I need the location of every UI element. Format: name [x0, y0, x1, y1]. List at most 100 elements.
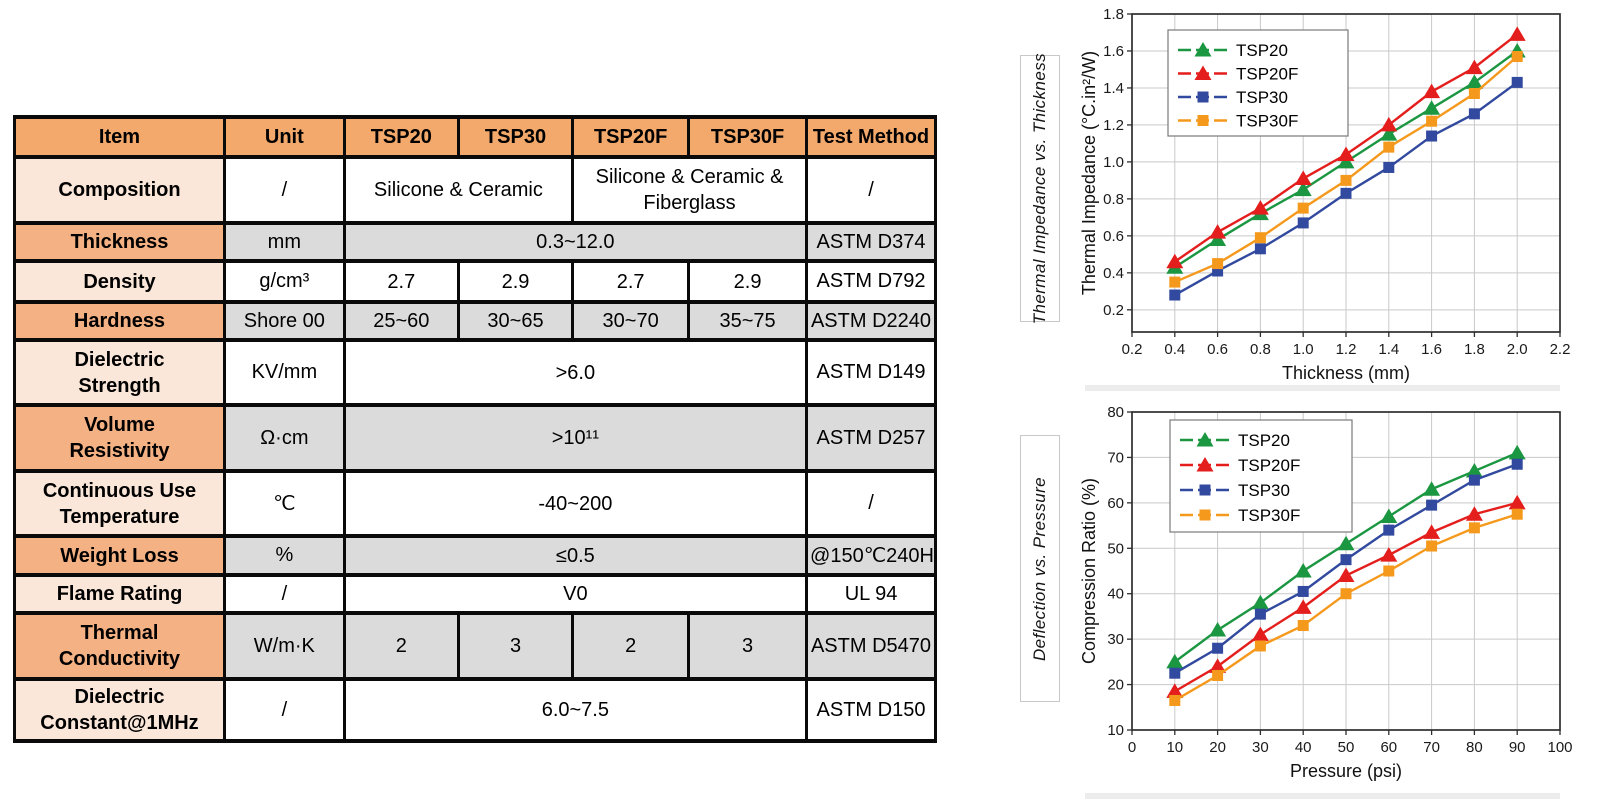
- cell-item: Flame Rating: [13, 573, 226, 615]
- series-marker-square: [1426, 115, 1438, 127]
- x-tick-label: 0.2: [1122, 341, 1143, 358]
- item-line: Weight Loss: [60, 544, 179, 567]
- cell-test-method: ASTM D792: [805, 259, 937, 304]
- cell-test-method: ASTM D257: [805, 403, 937, 473]
- series-marker-triangle: [1294, 170, 1312, 186]
- cell-test-method: ASTM D2240: [805, 300, 937, 342]
- legend-label-TSP30: TSP30: [1236, 88, 1288, 107]
- series-marker-triangle: [1294, 181, 1312, 197]
- table-row: Volume Resistivity Ω·cm >10¹¹ ASTM D257: [13, 403, 937, 473]
- series-marker-square: [1169, 276, 1181, 288]
- legend-label-TSP20: TSP20: [1238, 431, 1290, 450]
- cell-item: Thermal Conductivity: [13, 611, 226, 681]
- column-header: TSP20F: [571, 115, 691, 159]
- series-marker-square: [1197, 115, 1209, 126]
- series-marker-triangle: [1166, 683, 1184, 698]
- series-marker-triangle: [1423, 524, 1441, 539]
- x-tick-label: 10: [1166, 739, 1183, 756]
- y-tick-label: 1.0: [1103, 154, 1124, 171]
- series-marker-square: [1297, 217, 1309, 229]
- series-marker-square: [1212, 265, 1224, 277]
- x-tick-label: 2.2: [1550, 341, 1571, 358]
- series-marker-square: [1383, 161, 1395, 173]
- series-marker-square: [1511, 51, 1523, 63]
- item-line: Hardness: [73, 310, 166, 332]
- cell-test-method: ASTM D374: [805, 221, 937, 263]
- cell-test-method: ASTM D150: [805, 677, 937, 743]
- item-line: Flame Rating: [56, 583, 183, 605]
- cell-value: 2.9: [456, 259, 575, 304]
- cell-unit: KV/mm: [222, 338, 346, 407]
- item-line: Temperature: [59, 505, 180, 528]
- cell-unit: %: [222, 534, 346, 577]
- series-marker-square: [1468, 88, 1480, 99]
- series-marker-triangle: [1251, 200, 1269, 215]
- thermal-impedance-chart: 0.2 0.4 0.6 0.8 1.0 1.2 1.4 1.6 1.8 2.0 2.2 0.2 0.4 0…: [1079, 6, 1571, 383]
- series-marker-triangle: [1465, 59, 1483, 75]
- cell-value: >6.0: [342, 338, 809, 407]
- y-tick-label: 10: [1107, 722, 1124, 739]
- legend-label-TSP30F: TSP30F: [1238, 506, 1300, 525]
- column-header: Unit: [222, 115, 346, 159]
- cell-unit: /: [222, 155, 346, 225]
- y-tick-label: 80: [1107, 404, 1124, 421]
- series-marker-square: [1511, 458, 1523, 470]
- table-row: Hardness Shore 00 25~60 30~65 30~70 35~75 ASTM…: [13, 300, 937, 342]
- series-marker-triangle: [1380, 116, 1398, 132]
- series-marker-square: [1383, 565, 1395, 577]
- cell-value: 35~75: [687, 300, 809, 342]
- y-tick-label: 0.6: [1103, 228, 1124, 245]
- series-marker-square: [1254, 243, 1266, 255]
- y-tick-label: 1.4: [1103, 80, 1124, 97]
- series-marker-square: [1169, 667, 1181, 679]
- series-marker-square: [1297, 620, 1309, 632]
- series-marker-triangle: [1196, 457, 1214, 472]
- x-tick-label: 1.2: [1336, 341, 1357, 358]
- series-marker-square: [1426, 540, 1438, 552]
- chart-panel-label-deflection: Deflection vs. Pressure: [1020, 435, 1060, 702]
- x-tick-label: 0.4: [1164, 341, 1185, 358]
- series-marker-square: [1468, 108, 1480, 120]
- item-line: Constant@1MHz: [40, 712, 199, 734]
- table-row: Density g/cm³ 2.7 2.9 2.7 2.9 ASTM D792: [13, 259, 937, 304]
- series-marker-triangle: [1508, 26, 1526, 41]
- legend-label-TSP20F: TSP20F: [1236, 65, 1298, 84]
- column-header: TSP20: [342, 115, 460, 159]
- cell-item: Continuous Use Temperature: [13, 469, 226, 538]
- x-tick-label: 1.4: [1378, 341, 1399, 358]
- header-row: Item Unit TSP20 TSP30 TSP20F TSP30F Test Metho…: [13, 115, 937, 159]
- divider-strip: [1085, 793, 1560, 799]
- legend-label-TSP30: TSP30: [1238, 481, 1290, 500]
- series-marker-triangle: [1337, 146, 1355, 162]
- series-marker-triangle: [1166, 253, 1184, 269]
- series-marker-triangle: [1423, 83, 1441, 99]
- cell-value: 2.7: [342, 259, 460, 304]
- series-marker-square: [1340, 588, 1352, 600]
- x-tick-label: 70: [1423, 739, 1440, 756]
- item-line: Continuous Use: [42, 479, 197, 502]
- plot-border: [1131, 13, 1561, 333]
- series-marker-square: [1197, 91, 1209, 103]
- cell-item: Volume Resistivity: [13, 403, 226, 473]
- x-tick-label: 0: [1128, 739, 1136, 756]
- cell-value: -40~200: [342, 469, 809, 538]
- item-line: Composition: [58, 179, 181, 201]
- series-marker-triangle: [1194, 42, 1212, 57]
- cell-value: ≤0.5: [342, 534, 809, 577]
- series-marker-square: [1212, 258, 1224, 270]
- series-marker-square: [1212, 669, 1224, 681]
- x-tick-label: 0.6: [1207, 341, 1228, 358]
- series-marker-triangle: [1380, 508, 1398, 523]
- cell-test-method: ASTM D5470: [805, 611, 937, 681]
- x-tick-label: 1.8: [1464, 341, 1485, 358]
- cell-value: 2.9: [687, 259, 809, 304]
- x-axis-title: Pressure (psi): [1290, 761, 1402, 781]
- series-marker-square: [1426, 499, 1438, 511]
- cell-item: Composition: [13, 155, 226, 225]
- x-tick-label: 20: [1209, 739, 1226, 756]
- series-marker-triangle: [1465, 506, 1483, 521]
- series-marker-triangle: [1294, 599, 1312, 614]
- cell-item: Weight Loss: [13, 534, 226, 577]
- series-marker-square: [1468, 522, 1480, 534]
